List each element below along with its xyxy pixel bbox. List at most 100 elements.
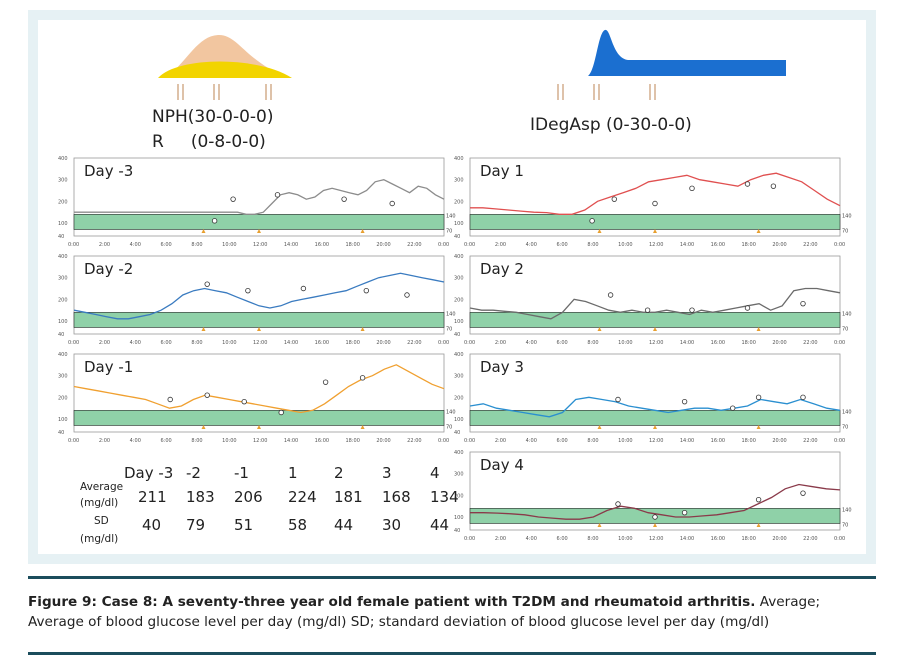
event-marker <box>597 229 602 233</box>
x-tick-label: 12:00 <box>253 242 267 248</box>
x-tick-label: 20:00 <box>772 340 786 346</box>
range-lower-label: 70 <box>842 425 848 431</box>
y-tick-label: 100 <box>58 221 68 227</box>
fork-knife-icon <box>213 84 220 100</box>
range-upper-label: 140 <box>842 213 852 219</box>
target-range-band <box>469 214 841 230</box>
table-sd-value: 58 <box>288 516 307 534</box>
event-marker <box>257 327 261 331</box>
left-regimen-line1: NPH(30-0-0-0) <box>152 107 274 127</box>
cgm-chart: 140 70 400 300 200 100 40 0:00 2:00 4:00 6:00 8:00 1… <box>454 352 852 444</box>
smbg-point <box>167 396 173 403</box>
nph-base <box>158 61 292 78</box>
table-average-value: 181 <box>334 488 363 506</box>
x-tick-label: 6:00 <box>557 438 568 444</box>
smbg-point <box>615 396 621 403</box>
glucose-trace <box>469 287 841 320</box>
x-tick-label: 20:00 <box>376 438 390 444</box>
event-marker <box>653 327 657 331</box>
y-tick-label: 400 <box>454 450 464 456</box>
figure-caption: Figure 9: Case 8: A seventy-three year o… <box>28 592 876 632</box>
left-regimen-line2: R (0-8-0-0) <box>152 132 266 152</box>
x-tick-label: 8:00 <box>191 438 202 444</box>
smbg-point <box>755 496 762 503</box>
fork-knife-icon <box>593 84 600 100</box>
cgm-chart: 140 70 400 300 200 100 40 0:00 2:00 4:00 6:00 8:00 1… <box>58 352 456 444</box>
x-tick-label: 16:00 <box>711 242 725 248</box>
day-label: Day 3 <box>480 358 524 376</box>
y-tick-label: 300 <box>58 178 68 184</box>
event-marker <box>756 425 761 429</box>
x-tick-label: 6:00 <box>557 340 568 346</box>
x-tick-label: 16:00 <box>315 242 329 248</box>
x-tick-label: 22:00 <box>803 340 817 346</box>
table-average-value: 134 <box>430 488 459 506</box>
x-tick-label: 6:00 <box>557 536 568 542</box>
x-tick-label: 0:00 <box>68 438 79 444</box>
event-marker <box>257 425 261 429</box>
y-tick-label: 40 <box>454 332 460 338</box>
x-tick-label: 0:00 <box>834 536 845 542</box>
smbg-point <box>644 307 651 313</box>
idegasp-profile-graphic <box>588 29 786 76</box>
table-column-header: Day -3 <box>124 464 173 482</box>
x-tick-label: 18:00 <box>346 340 360 346</box>
x-tick-label: 6:00 <box>161 340 172 346</box>
event-marker <box>201 425 206 429</box>
range-upper-label: 140 <box>842 507 852 513</box>
table-sd-unit: (mg/dl) <box>80 533 118 545</box>
x-tick-label: 2:00 <box>495 438 506 444</box>
range-lower-label: 70 <box>842 327 848 333</box>
y-tick-label: 300 <box>454 472 464 478</box>
x-tick-label: 22:00 <box>407 340 421 346</box>
x-tick-label: 4:00 <box>526 536 537 542</box>
x-tick-label: 0:00 <box>464 536 475 542</box>
smbg-point <box>404 292 410 298</box>
cgm-chart: 140 70 400 300 200 100 40 0:00 2:00 4:00 6:00 8:00 1… <box>454 450 852 542</box>
x-tick-label: 10:00 <box>618 242 632 248</box>
y-tick-label: 100 <box>454 515 464 521</box>
x-tick-label: 0:00 <box>438 340 449 346</box>
x-tick-label: 18:00 <box>742 340 756 346</box>
smbg-point <box>744 305 751 311</box>
event-marker <box>653 523 657 527</box>
x-tick-label: 8:00 <box>587 438 598 444</box>
x-tick-label: 8:00 <box>587 340 598 346</box>
table-sd-value: 40 <box>142 516 161 534</box>
y-tick-label: 200 <box>454 493 464 499</box>
day-label: Day -2 <box>84 260 133 278</box>
table-avg-header: Average <box>80 481 123 493</box>
smbg-point <box>211 218 218 224</box>
smbg-point <box>230 196 236 202</box>
y-tick-label: 100 <box>454 319 464 325</box>
x-tick-label: 4:00 <box>130 242 141 248</box>
range-upper-label: 140 <box>842 311 852 317</box>
smbg-point <box>322 379 329 385</box>
idegasp-curve <box>588 29 786 76</box>
cgm-charts: 140 70 400 300 200 100 40 0:00 2:00 4:00 6:00 8:00 1… <box>58 156 852 542</box>
x-tick-label: 14:00 <box>680 438 694 444</box>
x-tick-label: 12:00 <box>649 536 663 542</box>
x-tick-label: 20:00 <box>772 536 786 542</box>
y-tick-label: 40 <box>454 528 460 534</box>
smbg-point <box>241 398 247 405</box>
table-column-header: 2 <box>334 464 344 482</box>
event-marker <box>360 229 365 233</box>
x-tick-label: 2:00 <box>99 438 110 444</box>
x-tick-label: 6:00 <box>161 438 172 444</box>
x-tick-label: 16:00 <box>315 340 329 346</box>
smbg-point <box>278 409 284 416</box>
x-tick-label: 4:00 <box>526 340 537 346</box>
smbg-point <box>204 392 210 398</box>
y-tick-label: 300 <box>454 276 464 282</box>
event-marker <box>653 425 657 429</box>
x-tick-label: 22:00 <box>407 242 421 248</box>
caption-title: Figure 9: Case 8: A seventy-three year o… <box>28 594 756 610</box>
x-tick-label: 2:00 <box>495 340 506 346</box>
smbg-point <box>689 185 695 192</box>
x-tick-label: 2:00 <box>495 242 506 248</box>
y-tick-label: 200 <box>454 395 464 401</box>
event-marker <box>756 523 761 527</box>
table-average-value: 224 <box>288 488 317 506</box>
x-tick-label: 8:00 <box>191 242 202 248</box>
